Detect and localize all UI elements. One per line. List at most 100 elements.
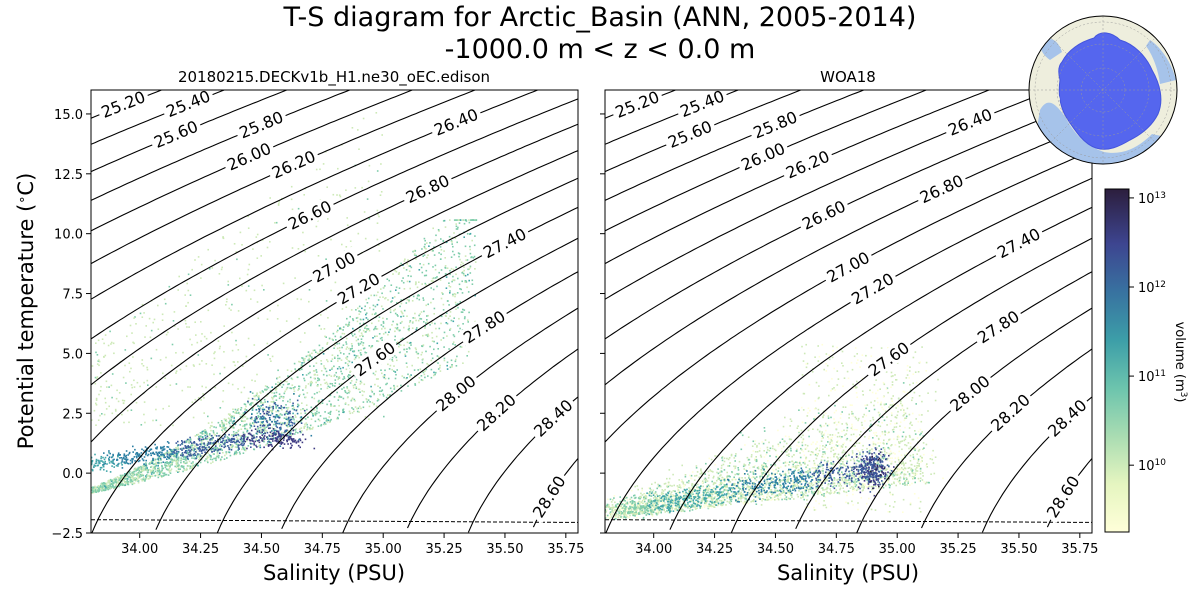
heatmap-cell [393, 309, 395, 312]
heatmap-cell [903, 411, 905, 413]
heatmap-cell [285, 424, 287, 427]
heatmap-cell [255, 439, 258, 442]
heatmap-cell [145, 465, 148, 468]
heatmap-cell [454, 360, 457, 363]
heatmap-cell [118, 454, 121, 456]
heatmap-cell [368, 418, 370, 420]
heatmap-cell [236, 446, 239, 449]
heatmap-cell [277, 414, 279, 417]
heatmap-cell [344, 402, 347, 404]
heatmap-cell [126, 478, 129, 480]
heatmap-cell [96, 363, 99, 365]
heatmap-cell [375, 328, 378, 330]
heatmap-cell [145, 450, 147, 453]
heatmap-cell [311, 357, 313, 359]
heatmap-cell [830, 437, 832, 440]
heatmap-cell [125, 459, 128, 461]
heatmap-cell [192, 416, 195, 419]
heatmap-cell [676, 507, 679, 509]
heatmap-cell [248, 263, 251, 266]
heatmap-cell [114, 480, 116, 483]
heatmap-cell [399, 322, 402, 324]
heatmap-cell [302, 393, 305, 396]
heatmap-cell [354, 187, 357, 189]
heatmap-cell [373, 294, 376, 297]
heatmap-cell [201, 454, 203, 457]
heatmap-cell [414, 384, 417, 386]
heatmap-cell [321, 347, 324, 349]
heatmap-cell [277, 369, 279, 372]
heatmap-cell [869, 469, 872, 472]
heatmap-cell [361, 186, 363, 189]
heatmap-cell [123, 480, 126, 482]
heatmap-cell [386, 318, 388, 320]
heatmap-cell [446, 335, 448, 337]
heatmap-cell [388, 395, 391, 397]
heatmap-cell [213, 352, 215, 355]
heatmap-cell [329, 411, 331, 414]
heatmap-cell [759, 447, 762, 450]
heatmap-cell [379, 296, 381, 298]
heatmap-cell [436, 342, 439, 345]
heatmap-cell [727, 458, 730, 461]
heatmap-cell [132, 472, 135, 475]
heatmap-cell [265, 406, 268, 408]
heatmap-cell [201, 436, 204, 438]
heatmap-cell [186, 461, 188, 464]
heatmap-cell [256, 429, 259, 432]
heatmap-cell [235, 339, 237, 342]
heatmap-cell [173, 454, 176, 457]
heatmap-cell [354, 400, 356, 402]
heatmap-cell [184, 451, 186, 454]
heatmap-cell [145, 453, 147, 456]
heatmap-cell [249, 427, 251, 429]
heatmap-cell [278, 417, 280, 419]
heatmap-cell [113, 458, 115, 461]
heatmap-cell [612, 511, 614, 513]
heatmap-cell [835, 409, 837, 412]
heatmap-cell [381, 389, 384, 391]
heatmap-cell [175, 461, 178, 463]
heatmap-cell [149, 469, 151, 471]
heatmap-cell [611, 510, 613, 512]
heatmap-cell [135, 401, 138, 404]
heatmap-cell [362, 342, 365, 344]
heatmap-cell [730, 500, 733, 503]
heatmap-cell [354, 356, 357, 359]
heatmap-cell [141, 479, 144, 482]
heatmap-cell [137, 460, 140, 463]
heatmap-cell [250, 417, 253, 420]
heatmap-cell [210, 442, 212, 445]
heatmap-cell [374, 335, 376, 338]
heatmap-cell [243, 438, 245, 441]
heatmap-cell [161, 464, 163, 467]
heatmap-cell [222, 451, 224, 454]
heatmap-cell [189, 439, 192, 441]
heatmap-cell [194, 457, 196, 460]
heatmap-cell [834, 434, 837, 436]
heatmap-cell [161, 319, 164, 321]
heatmap-cell [194, 321, 196, 323]
contour-label-text: 25.80 [237, 107, 287, 142]
heatmap-cell [418, 314, 420, 317]
heatmap-cell [304, 418, 307, 420]
heatmap-cell [244, 449, 247, 452]
heatmap-cell [240, 391, 243, 394]
heatmap-cell [808, 427, 811, 430]
heatmap-cell [406, 263, 408, 265]
heatmap-cell [162, 467, 164, 470]
heatmap-cell [182, 470, 184, 473]
heatmap-cell [317, 425, 320, 427]
heatmap-cell [257, 421, 260, 423]
heatmap-cell [163, 456, 165, 459]
heatmap-cell [363, 347, 366, 349]
model-panel: 20180215.DECKv1b_H1.ne30_oEC.edison 25.2… [14, 68, 584, 585]
heatmap-cell [115, 397, 118, 400]
heatmap-cell [921, 400, 923, 403]
heatmap-cell [408, 329, 410, 332]
heatmap-cell [131, 461, 133, 464]
heatmap-cell [251, 435, 254, 437]
heatmap-cell [235, 251, 238, 253]
heatmap-cell [164, 466, 167, 469]
heatmap-cell [318, 378, 320, 380]
